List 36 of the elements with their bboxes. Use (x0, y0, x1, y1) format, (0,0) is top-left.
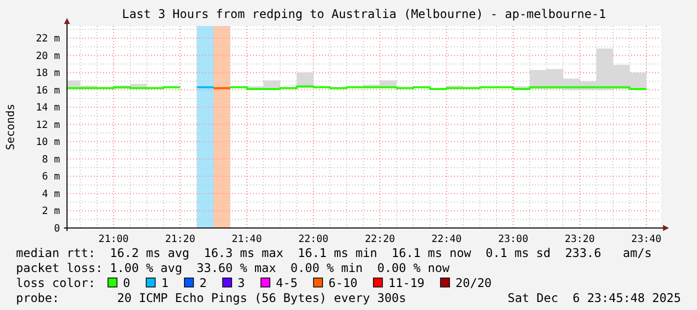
y-tick-label: 14 m (36, 102, 60, 114)
legend-label: 1 (161, 276, 168, 290)
y-tick-label: 20 m (36, 50, 60, 62)
y-tick-label: 0 (54, 224, 60, 234)
y-axis-title: Seconds (4, 104, 17, 150)
x-tick-label: 22:20 (364, 234, 396, 245)
legend-label: 0 (123, 276, 130, 290)
x-tick-label: 21:20 (165, 234, 196, 245)
y-tick-label: 2 m (42, 206, 60, 218)
x-tick-label: 23:20 (564, 234, 595, 245)
legend-label: 6-10 (328, 276, 358, 290)
text: probe: 20 ICMP Echo Pings (56 Bytes) every 300s (16, 291, 406, 305)
legend-label: 2 (199, 276, 207, 290)
y-tick-label: 12 m (36, 120, 60, 131)
legend-label: 11-19 (388, 276, 425, 290)
legend-title: loss color: (16, 276, 96, 290)
y-tick-label: 8 m (42, 154, 60, 166)
legend-label: 4-5 (276, 276, 298, 290)
chart-title: Last 3 Hours from redping to Australia (Melbourne) - ap-melbourne-1 (122, 7, 606, 21)
x-tick-label: 23:40 (631, 234, 662, 245)
text: Sat Dec 6 23:45:48 2025 (508, 291, 681, 305)
y-tick-label: 18 m (36, 68, 60, 80)
y-tick-label: 22 m (36, 34, 60, 45)
legend-label: 20/20 (456, 276, 492, 290)
x-tick-label: 23:00 (498, 234, 528, 245)
y-tick-label: 16 m (36, 85, 60, 96)
x-tick-label: 22:40 (432, 234, 462, 245)
y-tick-label: 4 m (42, 188, 60, 200)
y-tick-label: 6 m (42, 172, 60, 183)
x-tick-label: 21:40 (232, 234, 262, 245)
legend-label: 3 (238, 276, 245, 290)
text: packet loss: 1.00 % avg 33.60 % max 0.00 % min 0.00 % now (16, 261, 450, 275)
x-tick-label: 22:00 (298, 234, 328, 245)
y-tick-label: 10 m (36, 137, 60, 148)
x-tick-label: 21:00 (98, 234, 129, 245)
text: median rtt: 16.2 ms avg 16.3 ms max 16.1 ms min 16.1 ms now 0.1 ms sd 233.6 am/s (16, 246, 652, 260)
